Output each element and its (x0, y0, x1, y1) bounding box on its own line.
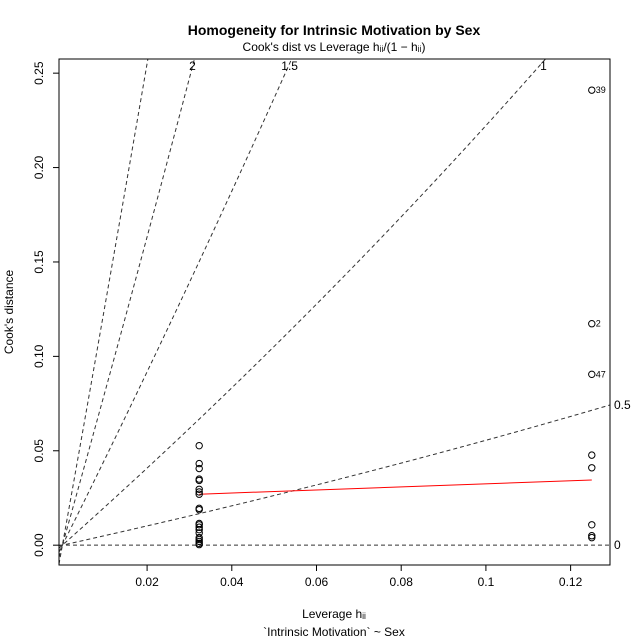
data-point (195, 525, 203, 534)
smoother-line-group (199, 479, 592, 495)
contour-label: 1 (540, 59, 547, 73)
data-point (588, 533, 596, 542)
x-tick-label: 0.08 (390, 575, 414, 589)
x-tick-label: 0.06 (305, 575, 329, 589)
data-point (195, 523, 203, 531)
data-point (195, 485, 203, 493)
contour-line (59, 59, 195, 558)
point-label: 47 (596, 369, 606, 379)
data-point (195, 540, 203, 549)
contour-label: 2 (189, 59, 196, 73)
data-point (195, 441, 203, 450)
data-point (195, 535, 203, 544)
point-label: 2 (596, 319, 601, 329)
x-tick-label: 0.02 (135, 575, 159, 589)
chart-caption: `Intrinsic Motivation` ~ Sex (263, 625, 405, 639)
contour-line (59, 59, 149, 565)
contour-line (59, 59, 547, 549)
x-tick-label: 0.04 (220, 575, 244, 589)
x-axis-label: Leverage hᵢᵢ (302, 607, 366, 621)
data-point (195, 476, 203, 485)
y-tick-label: 0.25 (32, 61, 46, 85)
data-point (195, 459, 203, 468)
chart-title: Homogeneity for Intrinsic Motivation by … (188, 22, 481, 38)
y-tick-label: 0.20 (32, 156, 46, 180)
y-axis: 0.00 0.05 0.10 0.15 0.20 0.25 (32, 61, 60, 557)
point-labels: 39 2 47 (596, 85, 606, 379)
contour-label: 0 (614, 538, 621, 552)
data-point (195, 505, 203, 514)
data-point (195, 464, 203, 473)
y-tick-label: 0.10 (32, 344, 46, 368)
point-label: 39 (596, 85, 606, 95)
y-axis-label: Cook's distance (2, 270, 16, 355)
contour-line (59, 404, 610, 547)
y-tick-label: 0.15 (32, 250, 46, 274)
data-point (588, 521, 596, 529)
contour-labels: 0.5 1 1.5 2 0 (189, 59, 631, 552)
data-point (195, 537, 203, 546)
data-point (588, 451, 596, 459)
data-point (588, 464, 596, 472)
data-point (195, 533, 203, 542)
data-points (195, 86, 596, 549)
chart-subtitle: Cook's dist vs Leverage hᵢᵢ/(1 − hᵢᵢ) (243, 40, 426, 54)
data-point (195, 488, 203, 496)
contour-label: 0.5 (614, 398, 631, 412)
smoother-line (199, 479, 592, 495)
data-point (588, 370, 596, 379)
data-point (588, 320, 596, 328)
data-point (195, 521, 203, 529)
y-tick-label: 0.00 (32, 533, 46, 557)
data-point (588, 86, 596, 94)
contour-label: 1.5 (281, 59, 298, 73)
x-tick-label: 0.1 (478, 575, 495, 589)
cook-contour-lines (59, 59, 610, 565)
y-tick-label: 0.05 (32, 439, 46, 463)
contour-line (59, 59, 293, 553)
data-point (195, 490, 203, 498)
x-tick-label: 0.12 (559, 575, 583, 589)
x-axis: 0.02 0.04 0.06 0.08 0.1 0.12 (135, 564, 583, 589)
data-point (588, 532, 596, 540)
